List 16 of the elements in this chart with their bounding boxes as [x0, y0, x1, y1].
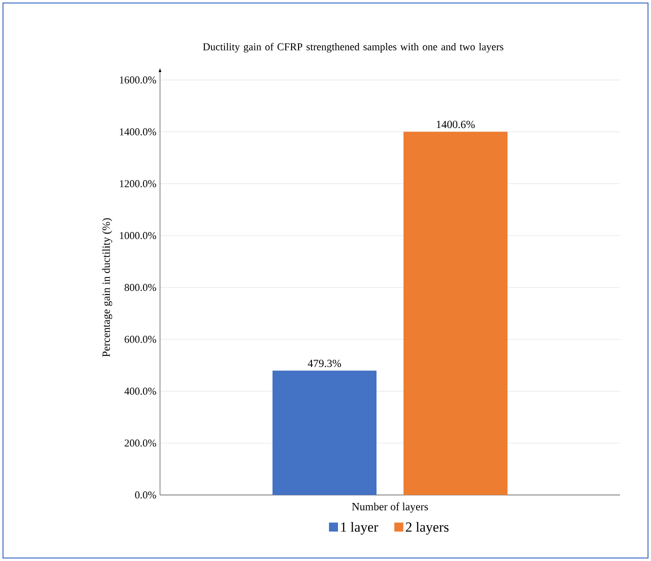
- y-tick-label: 400.0%: [124, 388, 156, 395]
- y-tick-label: 1600.0%: [120, 76, 156, 84]
- y-tick-label: 1200.0%: [120, 180, 156, 188]
- y-tick-label: 1000.0%: [120, 232, 156, 240]
- x-axis-title: Number of layers: [352, 502, 428, 513]
- y-tick-label: 1400.0%: [120, 128, 156, 136]
- y-tick-label: 800.0%: [124, 284, 156, 292]
- legend-label: 1 layer: [341, 522, 378, 535]
- y-tick-label: 200.0%: [124, 440, 156, 447]
- data-label: 1400.6%: [436, 120, 475, 128]
- legend-label: 2 layers: [406, 522, 449, 535]
- chart-title: Ductility gain of CFRP strengthened samples with one and two layers: [203, 42, 504, 52]
- y-axis-title: Percentage gain in ductility (%): [102, 218, 112, 357]
- y-tick-label: 0.0%: [135, 491, 156, 499]
- y-tick-label: 600.0%: [124, 336, 156, 343]
- data-label: 479.3%: [308, 360, 342, 368]
